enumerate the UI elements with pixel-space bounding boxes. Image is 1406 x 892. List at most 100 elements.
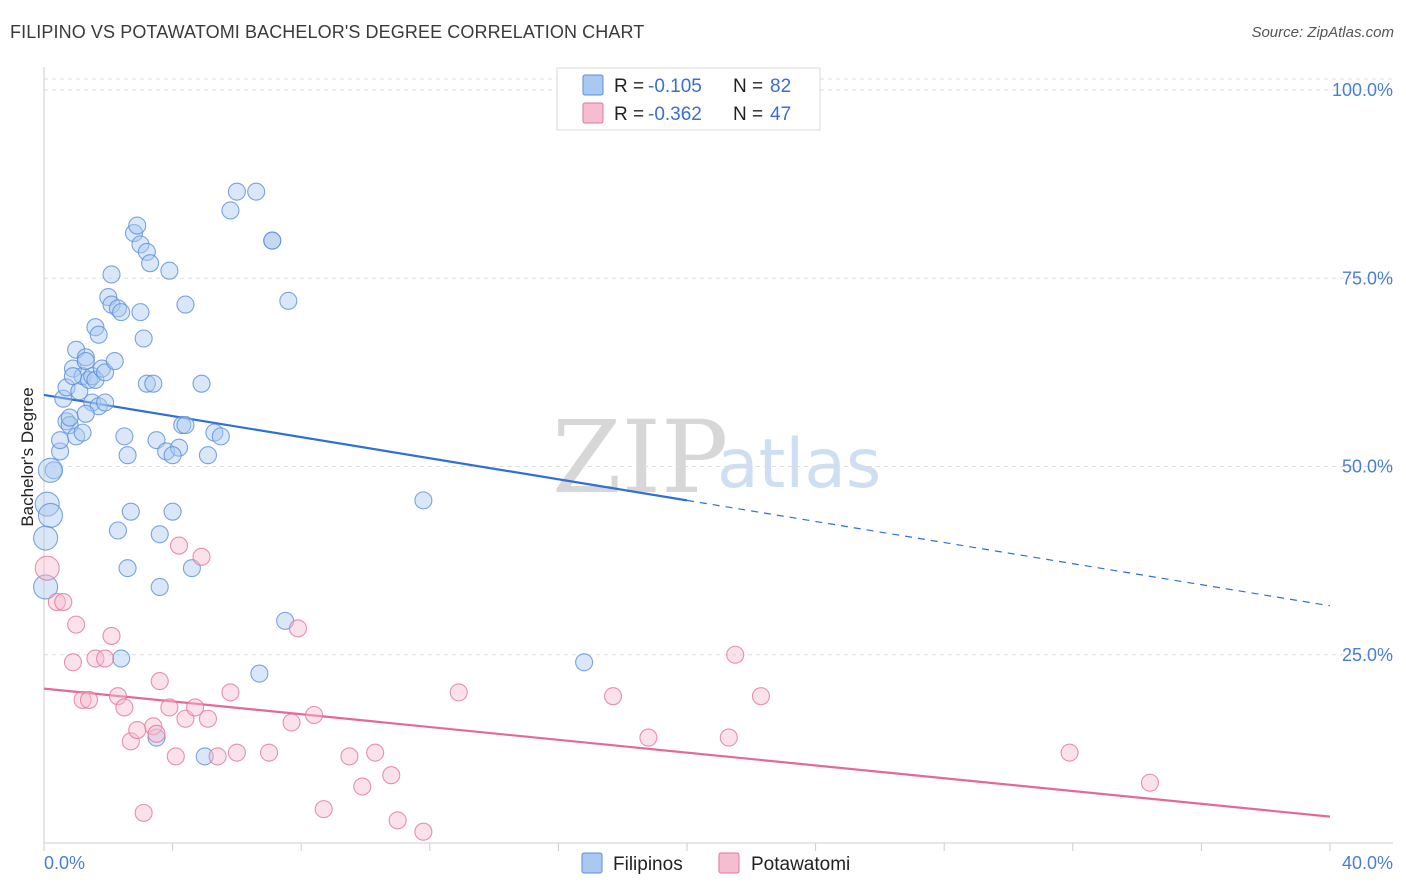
point-filipinos: [192, 374, 211, 393]
point-filipinos: [263, 231, 282, 250]
legend-r-value-potawatomi: -0.362: [648, 104, 702, 125]
trend-line-filipinos: [43, 393, 688, 502]
point-potawatomi: [340, 747, 359, 766]
point-filipinos: [63, 367, 82, 386]
point-filipinos: [163, 446, 182, 465]
point-potawatomi: [639, 728, 658, 747]
point-potawatomi: [96, 649, 115, 668]
point-filipinos: [108, 521, 127, 540]
point-filipinos: [33, 574, 59, 600]
point-potawatomi: [227, 743, 246, 762]
point-filipinos: [121, 502, 140, 521]
source-label: Source: ZipAtlas.com: [1251, 24, 1394, 41]
point-filipinos: [118, 446, 137, 465]
y-axis-label: Bachelor's Degree: [18, 387, 37, 526]
point-potawatomi: [259, 743, 279, 762]
point-filipinos: [195, 747, 214, 766]
point-filipinos: [76, 348, 95, 367]
point-filipinos: [112, 303, 131, 322]
bottom-legend: Filipinos Potawatomi: [581, 852, 850, 875]
legend-n-label-potawatomi: N =: [733, 104, 763, 125]
point-filipinos: [33, 525, 59, 551]
point-potawatomi: [134, 803, 153, 822]
legend-n-label-filipinos: N =: [733, 76, 763, 97]
point-potawatomi: [169, 536, 189, 555]
bottom-legend-swatch-potawatomi: [718, 852, 740, 874]
point-potawatomi: [166, 747, 185, 766]
point-potawatomi: [1140, 773, 1160, 792]
point-filipinos: [176, 416, 195, 435]
y-tick-labels: 100.0% 75.0% 50.0% 25.0%: [1332, 80, 1393, 665]
point-filipinos: [176, 295, 195, 314]
point-filipinos: [131, 303, 150, 322]
point-potawatomi: [67, 615, 86, 634]
bottom-legend-label-filipinos: Filipinos: [613, 854, 683, 875]
legend-swatch-filipinos: [582, 74, 604, 96]
point-potawatomi: [121, 732, 140, 751]
point-filipinos: [247, 182, 266, 201]
point-filipinos: [89, 325, 108, 344]
x-tick-label-right: 40.0%: [1342, 853, 1393, 873]
point-potawatomi: [63, 653, 82, 672]
point-potawatomi: [73, 690, 92, 709]
point-filipinos: [163, 502, 182, 521]
point-filipinos: [96, 393, 115, 412]
legend-r-value-filipinos: -0.105: [648, 76, 702, 97]
point-filipinos: [86, 370, 105, 389]
point-potawatomi: [726, 645, 745, 664]
point-potawatomi: [353, 777, 372, 796]
point-filipinos: [414, 491, 433, 510]
point-filipinos: [147, 728, 166, 747]
y-tick-label: 50.0%: [1342, 457, 1393, 477]
trend-lines: [43, 393, 1331, 818]
point-potawatomi: [314, 800, 333, 819]
bottom-legend-swatch-filipinos: [581, 852, 603, 874]
point-filipinos: [211, 427, 230, 446]
point-potawatomi: [288, 619, 308, 638]
point-filipinos: [37, 457, 63, 483]
point-potawatomi: [388, 811, 407, 830]
point-potawatomi: [604, 687, 623, 706]
point-potawatomi: [86, 649, 105, 668]
legend-r-label-potawatomi: R =: [614, 104, 644, 125]
point-filipinos: [279, 291, 298, 310]
point-filipinos: [137, 242, 156, 261]
point-filipinos: [137, 374, 156, 393]
gridlines: [44, 78, 1393, 656]
point-filipinos: [115, 427, 134, 446]
point-potawatomi: [751, 687, 770, 706]
y-tick-label: 75.0%: [1342, 268, 1393, 288]
watermark-zip: ZIP: [552, 399, 728, 516]
y-tick-label: 25.0%: [1342, 645, 1393, 665]
point-potawatomi: [34, 555, 60, 581]
watermark-atlas: atlas: [717, 425, 881, 504]
point-filipinos: [73, 423, 92, 442]
point-filipinos: [150, 577, 169, 597]
point-potawatomi: [1060, 743, 1079, 762]
point-filipinos: [575, 653, 594, 672]
scatter-points: [33, 182, 1160, 841]
point-potawatomi: [198, 709, 218, 728]
point-potawatomi: [147, 724, 166, 743]
legend-r-label-filipinos: R =: [614, 76, 644, 97]
point-filipinos: [112, 649, 131, 668]
point-potawatomi: [208, 747, 227, 766]
axes: [43, 67, 1393, 851]
point-filipinos: [76, 404, 95, 423]
point-filipinos: [37, 502, 63, 528]
point-filipinos: [105, 352, 124, 371]
point-filipinos: [134, 329, 153, 348]
y-tick-label: 100.0%: [1332, 80, 1393, 100]
point-filipinos: [250, 664, 269, 683]
point-potawatomi: [102, 626, 121, 645]
point-filipinos: [51, 431, 70, 450]
point-potawatomi: [221, 683, 240, 702]
point-potawatomi: [186, 698, 205, 717]
bottom-legend-label-potawatomi: Potawatomi: [751, 854, 850, 875]
x-tick-label-left: 0.0%: [44, 853, 85, 873]
point-filipinos: [102, 265, 121, 284]
legend-swatch-potawatomi: [582, 102, 604, 124]
point-potawatomi: [54, 592, 73, 612]
point-potawatomi: [366, 743, 385, 762]
legend-n-value-filipinos: 82: [770, 76, 791, 97]
